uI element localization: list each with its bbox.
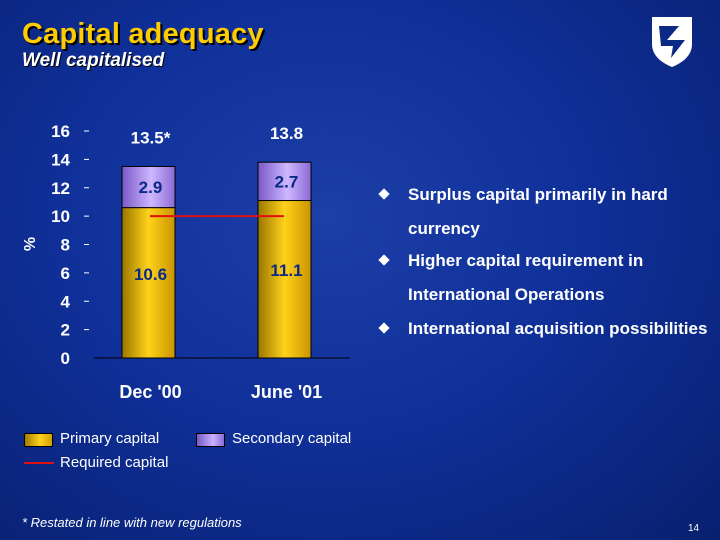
y-tick-label: 0 [61,349,70,368]
chart-legend: Primary capital Secondary capital Requir… [24,430,384,476]
page-number: 14 [688,523,700,534]
bar-secondary-capital [257,161,312,202]
bar-secondary-capital [121,165,176,209]
data-label: 2.9 [139,178,163,197]
legend-swatch [24,433,53,447]
data-label: 10.6 [134,265,167,284]
bar-primary-capital [121,207,176,359]
x-tick-label: June '01 [251,382,322,402]
bullet-text: Higher capital requirement in Internatio… [408,251,644,304]
bar-primary-capital [257,200,312,359]
y-tick-label: 2 [61,321,70,340]
y-tick-label: 10 [51,207,70,226]
bank-shield-logo-icon [652,17,692,67]
data-label: 11.1 [270,261,302,280]
page-title: Capital adequacy [22,18,264,50]
x-tick-label: Dec '00 [119,382,181,402]
y-tick-label: 4 [61,292,71,311]
y-tick-label: 8 [61,236,70,255]
y-tick-label: 6 [61,264,70,283]
y-tick-label: 14 [51,150,70,169]
legend-swatch [196,433,225,447]
total-label: 13.5* [131,128,171,147]
bullet-text: Surplus capital primarily in hard curren… [408,185,668,238]
total-label: 13.8 [270,124,303,143]
bullet-text: International acquisition possibilities [408,319,708,338]
page-subtitle: Well capitalised [22,50,165,71]
legend-label: Secondary capital [232,430,352,447]
legend-label: Required capital [60,454,169,471]
y-axis-label: % [22,237,39,251]
legend-label: Primary capital [60,430,160,447]
y-tick-label: 16 [51,122,70,141]
legend-line-swatch [24,462,54,464]
footnote: * Restated in line with new regulations [22,515,242,530]
data-label: 2.7 [275,172,299,191]
y-tick-label: 12 [51,179,70,198]
